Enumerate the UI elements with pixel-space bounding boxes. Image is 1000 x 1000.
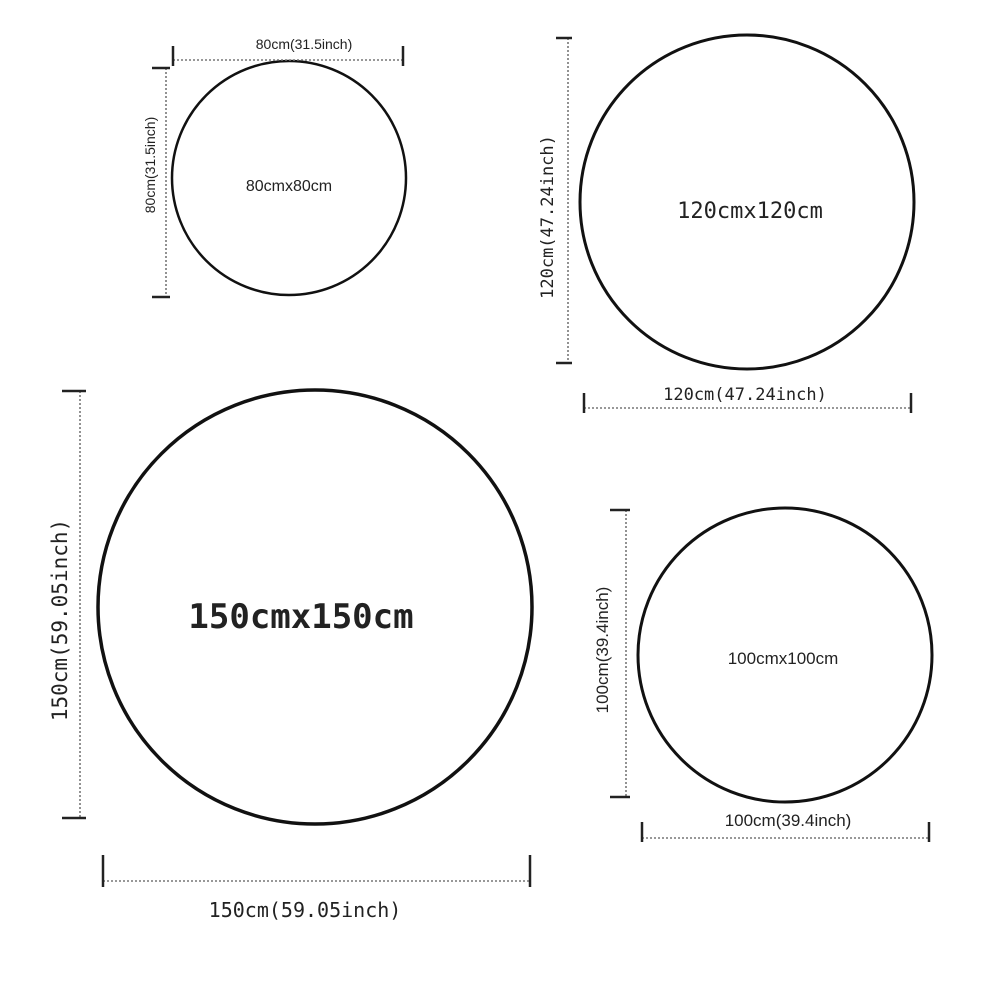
height-label-80: 80cm(31.5inch)	[142, 117, 158, 214]
height-label-150: 150cm(59.05inch)	[48, 519, 72, 721]
rug-150: 150cmx150cm 150cm(59.05inch) 150cm(59.05…	[48, 388, 534, 922]
rug-120: 120cmx120cm 120cm(47.24inch) 120cm(47.24…	[538, 33, 916, 413]
size-label-80: 80cmx80cm	[246, 178, 332, 195]
height-label-120: 120cm(47.24inch)	[538, 135, 558, 299]
circle-150	[96, 388, 534, 826]
size-label-120: 120cmx120cm	[677, 199, 823, 224]
width-label-150: 150cm(59.05inch)	[209, 898, 402, 922]
circle-80	[170, 59, 408, 297]
rug-100: 100cmx100cm 100cm(39.4inch) 100cm(39.4in…	[593, 506, 934, 842]
width-label-80: 80cm(31.5inch)	[256, 36, 353, 52]
size-label-100: 100cmx100cm	[728, 649, 839, 668]
height-label-100: 100cm(39.4inch)	[593, 587, 612, 714]
circle-100	[636, 506, 934, 804]
width-label-120: 120cm(47.24inch)	[663, 385, 827, 405]
width-label-100: 100cm(39.4inch)	[725, 811, 852, 830]
rug-80: 80cmx80cm 80cm(31.5inch) 80cm(31.5inch)	[142, 36, 408, 299]
size-label-150: 150cmx150cm	[188, 597, 413, 637]
circle-120	[578, 33, 916, 371]
